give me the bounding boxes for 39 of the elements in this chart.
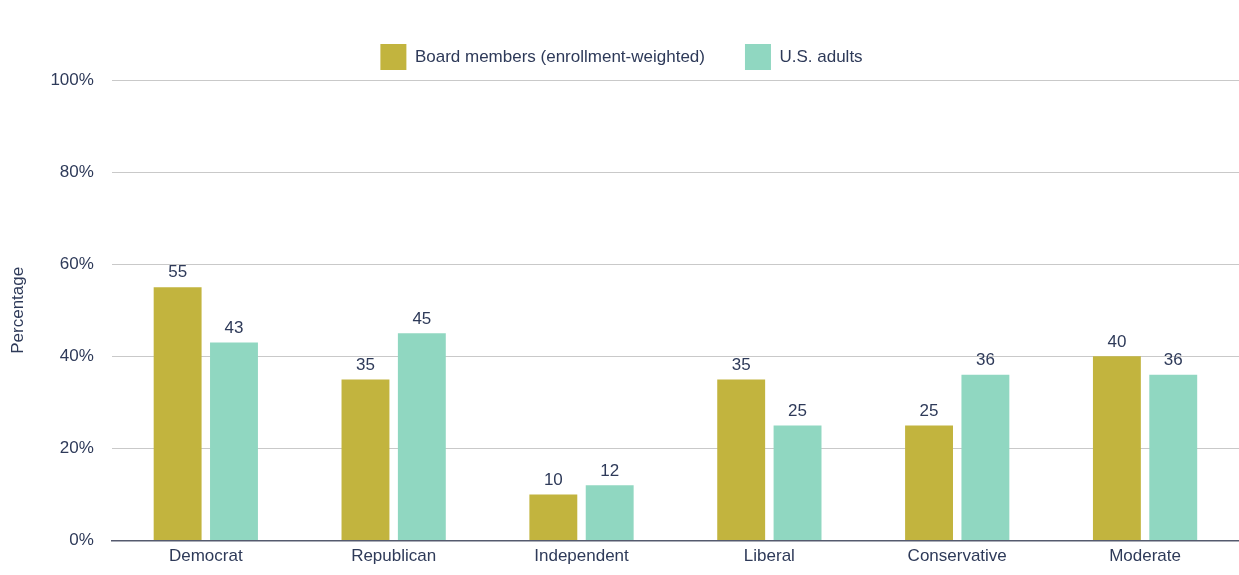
bar — [529, 494, 578, 541]
data-label: 25 — [788, 400, 808, 420]
x-tick-label: Republican — [351, 546, 437, 566]
bar — [210, 342, 258, 541]
data-label: 55 — [168, 262, 188, 282]
data-label: 35 — [731, 354, 751, 374]
bar — [717, 379, 766, 541]
bar — [153, 287, 202, 541]
legend-label: U.S. adults — [779, 46, 863, 66]
bar — [397, 333, 446, 541]
y-tick-label: 100% — [50, 69, 94, 89]
bar — [585, 485, 634, 541]
bar — [1149, 374, 1198, 541]
data-label: 35 — [356, 354, 375, 374]
bar — [905, 425, 953, 541]
data-label: 45 — [412, 308, 432, 328]
y-axis-title: Percentage — [7, 266, 27, 354]
x-tick-label: Conservative — [907, 546, 1007, 566]
x-tick-label: Independent — [534, 546, 630, 566]
legend-label: Board members (enrollment-weighted) — [414, 46, 705, 66]
data-label: 10 — [543, 469, 563, 489]
bar — [773, 425, 822, 541]
data-label: 40 — [1107, 331, 1127, 351]
data-label: 36 — [975, 349, 995, 369]
y-tick-label: 60% — [59, 253, 94, 273]
y-tick-label: 20% — [59, 438, 94, 458]
y-tick-label: 40% — [59, 346, 94, 366]
x-tick-label: Liberal — [743, 546, 795, 566]
x-tick-label: Democrat — [168, 546, 243, 566]
bar — [1092, 356, 1141, 541]
bar — [341, 379, 390, 541]
data-label: 25 — [919, 400, 939, 420]
bar — [961, 374, 1010, 541]
x-tick-label: Moderate — [1109, 546, 1181, 566]
y-tick-label: 0% — [69, 530, 94, 550]
data-label: 12 — [600, 460, 620, 480]
y-tick-label: 80% — [59, 161, 94, 181]
data-label: 36 — [1163, 349, 1183, 369]
data-label: 43 — [224, 317, 244, 337]
